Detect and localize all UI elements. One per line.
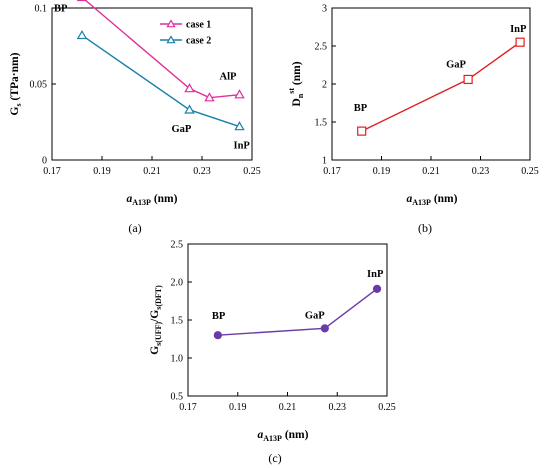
data-point: [204, 92, 215, 102]
panel-label: (b): [418, 221, 432, 235]
data-point: [320, 324, 329, 333]
legend-marker: [166, 35, 176, 44]
x-tick-label: 0.21: [279, 402, 297, 413]
y-axis-label-sub: s: [14, 103, 23, 106]
point-label: GaP: [172, 124, 192, 135]
y-axis-label-sub: n: [296, 93, 305, 98]
y-tick-label: 2.5: [315, 42, 328, 53]
point-label: GaP: [305, 310, 325, 321]
point-label: AlP: [220, 72, 238, 83]
y-tick-label: 0: [42, 156, 47, 167]
y-axis-label: Gs (TPa·nm): [9, 52, 23, 115]
x-axis-label-sub: A13P: [132, 198, 151, 207]
y-tick-label: 0.5: [171, 392, 184, 403]
series-line-2: [81, 34, 240, 128]
point-label: BP: [354, 103, 368, 114]
x-tick-label: 0.19: [93, 166, 111, 177]
point-label: GaP: [446, 59, 466, 70]
x-axis-label-var: a: [127, 193, 133, 205]
point-label: InP: [510, 24, 527, 35]
y-axis-label-unit: (nm): [291, 61, 303, 88]
x-axis-label-unit: (nm): [151, 193, 178, 205]
y-axis-label-sub: s(UFF): [154, 321, 163, 345]
data-point: [213, 331, 222, 340]
x-tick-label: 0.19: [373, 166, 391, 177]
x-axis-label-unit: (nm): [431, 193, 458, 205]
x-axis-label-sub: A13P: [412, 198, 431, 207]
y-tick-label: 1.5: [315, 118, 328, 129]
x-tick-label: 0.25: [378, 402, 396, 413]
series-line-1: [84, 0, 240, 99]
x-tick-label: 0.23: [193, 166, 211, 177]
y-tick-label: 2: [322, 80, 327, 91]
data-point: [234, 121, 245, 131]
x-tick-label: 0.17: [323, 166, 341, 177]
legend-marker: [166, 19, 176, 28]
x-tick-label: 0.25: [243, 166, 261, 177]
y-tick-label: 0.1: [35, 4, 48, 15]
y-axis-label-main: G: [149, 346, 161, 355]
x-tick-label: 0.17: [43, 166, 61, 177]
x-tick-label: 0.23: [329, 402, 347, 413]
data-point: [184, 83, 195, 93]
y-axis-label-sub2: s(DFT): [154, 285, 163, 310]
panel-label: (a): [128, 221, 141, 235]
y-axis-label-sup: st: [287, 88, 296, 94]
chart-panel-c: 0.17 0.19 0.21 0.23 0.25 0.5 1.0 1.5 2.0 2.5 BP GaP…: [149, 240, 396, 466]
y-tick-label: 1.0: [171, 354, 184, 365]
point-label: BP: [54, 3, 68, 14]
x-tick-label: 0.21: [422, 166, 440, 177]
legend-entry: case 2: [186, 36, 211, 47]
chart-panel-b: 0.17 0.19 0.21 0.23 0.25 1 1.5 2 2.5 3 BP GaP InP aA1…: [287, 4, 539, 236]
y-tick-label: 0.05: [30, 80, 48, 91]
data-point: [76, 29, 88, 40]
data-point: [184, 104, 195, 114]
panel-label: (c): [268, 451, 281, 465]
x-axis-label-var: a: [407, 193, 413, 205]
y-tick-label: 2.5: [171, 240, 184, 251]
x-axis-label: aA13P (nm): [258, 429, 309, 443]
x-axis-label-unit: (nm): [282, 429, 309, 441]
data-point: [463, 74, 473, 85]
x-axis-label-sub: A13P: [263, 434, 282, 443]
x-tick-label: 0.17: [179, 402, 197, 413]
y-tick-label: 1: [322, 156, 327, 167]
data-point: [357, 126, 367, 136]
x-axis-label-var: a: [258, 429, 264, 441]
x-axis-label: aA13P (nm): [407, 193, 458, 207]
series-line-1: [217, 288, 378, 336]
x-axis-label: aA13P (nm): [127, 193, 178, 207]
y-tick-label: 2.0: [171, 278, 184, 289]
y-tick-label: 3: [322, 4, 327, 15]
plot-frame: [331, 7, 531, 161]
chart-panel-a: 0.17 0.19 0.21 0.23 0.25 0 0.05 0.1 BP AlP GaP InP c…: [9, 0, 261, 235]
y-tick-label: 1.5: [171, 316, 184, 327]
y-axis-label-mid: /G: [149, 310, 161, 323]
y-axis-label: Dnst (nm): [287, 61, 305, 106]
data-point: [234, 89, 245, 99]
point-label: InP: [234, 141, 251, 152]
x-tick-label: 0.23: [472, 166, 490, 177]
y-axis-label-main: G: [9, 106, 21, 115]
x-tick-label: 0.19: [229, 402, 247, 413]
point-label: BP: [212, 311, 226, 322]
y-axis-label: Gs(UFF)/Gs(DFT): [149, 285, 163, 355]
data-point: [76, 0, 88, 2]
data-point: [515, 37, 525, 47]
series-line-1: [361, 41, 521, 132]
x-tick-label: 0.25: [521, 166, 539, 177]
legend-entry: case 1: [186, 20, 211, 31]
y-axis-label-unit: (TPa·nm): [9, 52, 21, 103]
x-tick-label: 0.21: [143, 166, 161, 177]
y-axis-label-main: D: [291, 98, 303, 106]
point-label: InP: [367, 269, 384, 280]
data-point: [372, 284, 382, 293]
